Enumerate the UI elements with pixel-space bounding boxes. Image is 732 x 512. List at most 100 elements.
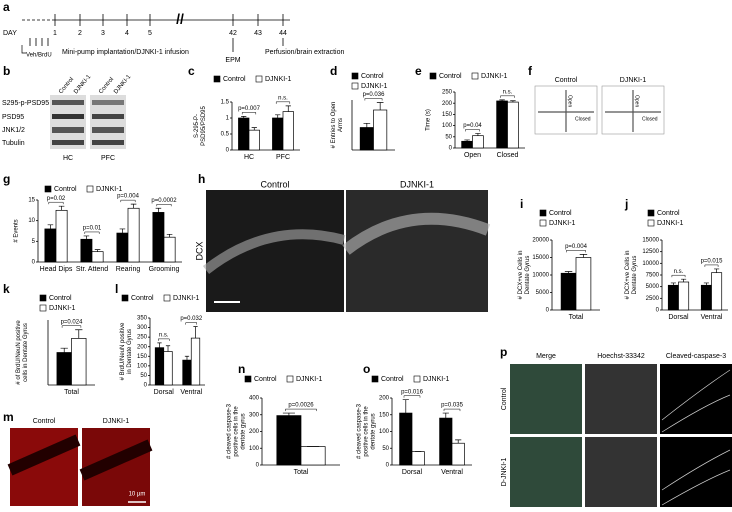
error-bar xyxy=(157,342,162,348)
dcx-images: Control DJNKI-1 DCX xyxy=(194,179,491,312)
y-tick-label: 5000 xyxy=(646,284,660,290)
legend-label: DJNKI-1 xyxy=(657,220,684,227)
error-bar xyxy=(363,122,371,128)
legend-swatch xyxy=(213,75,221,83)
y-tick-label: 50 xyxy=(140,373,147,379)
significance-bracket xyxy=(275,101,291,104)
bar xyxy=(182,359,192,386)
y-tick-label: 10 xyxy=(28,218,35,224)
legend-swatch xyxy=(429,72,437,80)
annotation: p=0.016 xyxy=(401,389,424,395)
legend-label: DJNKI-1 xyxy=(96,186,123,193)
y-tick-label: 400 xyxy=(249,396,260,402)
brdu-group: DJNKI-1 xyxy=(103,418,130,425)
panel-label: o xyxy=(363,362,370,376)
x-tick-label: Ventral xyxy=(701,314,723,321)
day-label: DAY xyxy=(3,30,17,37)
bar xyxy=(711,272,723,311)
error-bar xyxy=(241,116,247,118)
bar xyxy=(116,232,129,263)
significance-bracket xyxy=(443,408,461,412)
y-tick-label: 0 xyxy=(32,260,36,266)
y-tick-label: 5 xyxy=(32,239,36,245)
bar xyxy=(163,236,176,263)
panel-label: l xyxy=(115,282,118,296)
y-tick-label: 0 xyxy=(226,148,230,154)
legend-swatch xyxy=(244,375,252,383)
y-tick-label: 150 xyxy=(442,112,453,118)
error-bar xyxy=(165,345,171,352)
annotation: n.s. xyxy=(674,269,684,275)
y-axis-label: dentate gyrus xyxy=(241,413,247,449)
y-axis-label: # cleaved caspase-3 xyxy=(227,403,233,459)
bar xyxy=(678,281,690,311)
error-bar xyxy=(58,205,65,211)
caspase-column: Hoechst-33342 xyxy=(597,353,645,360)
bar xyxy=(163,351,173,386)
legend-label: Control xyxy=(361,73,384,80)
annotation: p=0.02 xyxy=(47,196,66,202)
y-axis-label: # BrdU/NeuN positive xyxy=(120,322,126,380)
y-tick-label: 350 xyxy=(137,316,148,322)
blot-column: DJNKI-1 xyxy=(73,74,93,96)
x-tick-label: Open xyxy=(464,152,481,159)
annotation: p=0.004 xyxy=(565,244,588,250)
legend-label: DJNKI-1 xyxy=(173,295,200,302)
y-axis-label: Time (s) xyxy=(426,109,432,131)
y-tick-label: 10000 xyxy=(642,261,659,267)
panel-label: h xyxy=(198,172,205,186)
panel-label: e xyxy=(415,64,422,78)
bar xyxy=(451,442,465,466)
legend-swatch xyxy=(86,185,94,193)
y-axis-label: # cleaved caspase-3 xyxy=(357,403,363,459)
arm-label: Open xyxy=(567,95,573,107)
error-bar xyxy=(564,271,573,274)
y-axis-label: Dentate Gyrus xyxy=(525,256,531,295)
legend-label: DJNKI-1 xyxy=(296,376,323,383)
significance-bracket xyxy=(364,98,383,101)
dcx-group: Control xyxy=(260,179,289,189)
y-tick-label: 20000 xyxy=(532,238,549,244)
dcx-stain: DCX xyxy=(194,241,204,260)
timeline: // DAY Veh/BrdU Mini-pump implantation/D… xyxy=(3,11,344,64)
maze-group: DJNKI-1 xyxy=(620,77,647,84)
bar xyxy=(152,212,165,263)
y-tick-label: 50 xyxy=(445,134,452,140)
significance-bracket xyxy=(671,274,686,278)
panel-label: p xyxy=(500,345,507,359)
annotation: n.s. xyxy=(159,332,169,338)
bar xyxy=(272,117,284,151)
legend-swatch xyxy=(351,72,359,80)
arm-label: Open xyxy=(634,95,640,107)
error-bar xyxy=(193,326,198,339)
panel-label: a xyxy=(3,0,10,14)
x-tick-label: Total xyxy=(569,314,584,321)
bar xyxy=(507,101,519,149)
y-axis-label: Arms xyxy=(338,118,344,132)
error-bar xyxy=(455,439,462,444)
caspase-column: Merge xyxy=(536,353,556,360)
blot-row: Tubulin xyxy=(2,140,25,147)
bar xyxy=(472,135,484,149)
legend-swatch xyxy=(121,294,129,302)
y-tick-label: 150 xyxy=(137,354,148,360)
legend-label: DJNKI-1 xyxy=(49,305,76,312)
y-axis-label: positive cells in the xyxy=(234,406,240,457)
y-axis-label: in Dentate Gyrus xyxy=(127,329,133,374)
blot-row: JNK1/2 xyxy=(2,127,25,134)
y-axis-label: PSD95/PSD95 xyxy=(201,106,207,146)
panel-label: n xyxy=(238,362,245,376)
annotation: n.s. xyxy=(503,89,513,95)
caspase-column: Cleaved-caspase-3 xyxy=(666,353,726,360)
significance-bracket xyxy=(61,325,82,328)
y-tick-label: 1.5 xyxy=(221,100,230,106)
y-tick-label: 0 xyxy=(144,383,148,389)
x-tick-label: Rearing xyxy=(116,266,141,273)
bar xyxy=(560,272,577,311)
legend-swatch xyxy=(413,375,421,383)
infusion-label: Mini-pump implantation/DJNKI-1 infusion xyxy=(62,49,189,56)
y-tick-label: 0.5 xyxy=(221,132,230,138)
panel-label: g xyxy=(3,172,10,186)
error-bar xyxy=(155,207,162,213)
day-label: 3 xyxy=(101,30,105,37)
